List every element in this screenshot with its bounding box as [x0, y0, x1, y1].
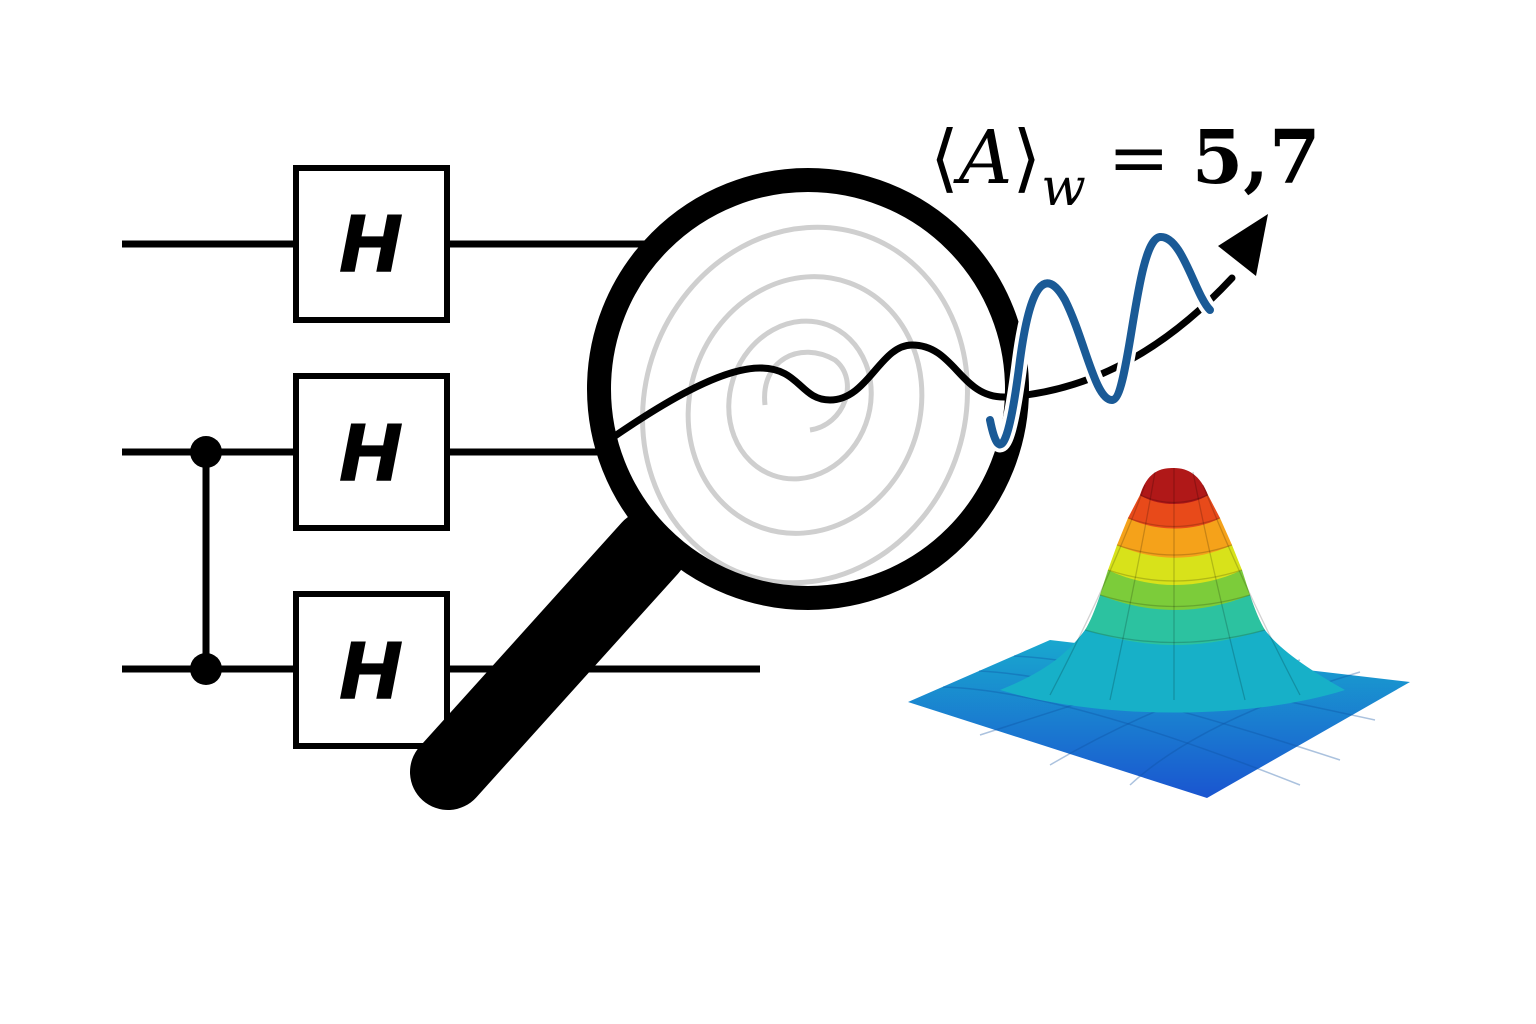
- formula-equals: =: [1108, 115, 1170, 201]
- quantum-circuit: H H H: [122, 165, 760, 749]
- wave-signal: [608, 214, 1268, 453]
- black-wave-curve: [608, 274, 1236, 442]
- gaussian-band-red: [1128, 495, 1220, 529]
- gaussian-band-blue: [1000, 630, 1345, 713]
- hadamard-gate-1: H: [293, 165, 450, 323]
- magnifier-icon: [410, 168, 1029, 810]
- blue-wave-curve-stroke: [986, 233, 1214, 449]
- gaussian-band-yellow: [1108, 545, 1242, 585]
- formula-close-bracket: ⟩: [1012, 115, 1041, 201]
- weak-value-formula: ⟨A⟩w = 5,7: [930, 115, 1320, 218]
- gaussian-peak: [1140, 468, 1208, 504]
- magnifier-handle: [410, 510, 688, 810]
- control-dot-top: [190, 436, 222, 468]
- formula-value: 5,7: [1192, 115, 1321, 201]
- gate-label-2: H: [338, 410, 403, 500]
- gaussian-band-orange: [1117, 518, 1232, 558]
- gate-label-3: H: [338, 628, 403, 718]
- arrow-head: [1218, 214, 1268, 276]
- gaussian-mesh-lines: [1049, 468, 1301, 701]
- hadamard-gate-3: H: [293, 591, 450, 749]
- formula-open-bracket: ⟨: [930, 115, 959, 201]
- hadamard-gate-2: H: [293, 373, 450, 531]
- swirl-pattern: [640, 224, 970, 586]
- gaussian-band-teal: [1085, 595, 1265, 645]
- gate-label-1: H: [338, 201, 403, 291]
- formula-subscript: w: [1041, 158, 1086, 218]
- control-dot-bottom: [190, 653, 222, 685]
- formula-operator: A: [953, 115, 1012, 201]
- gaussian-surface-plot: [908, 468, 1410, 798]
